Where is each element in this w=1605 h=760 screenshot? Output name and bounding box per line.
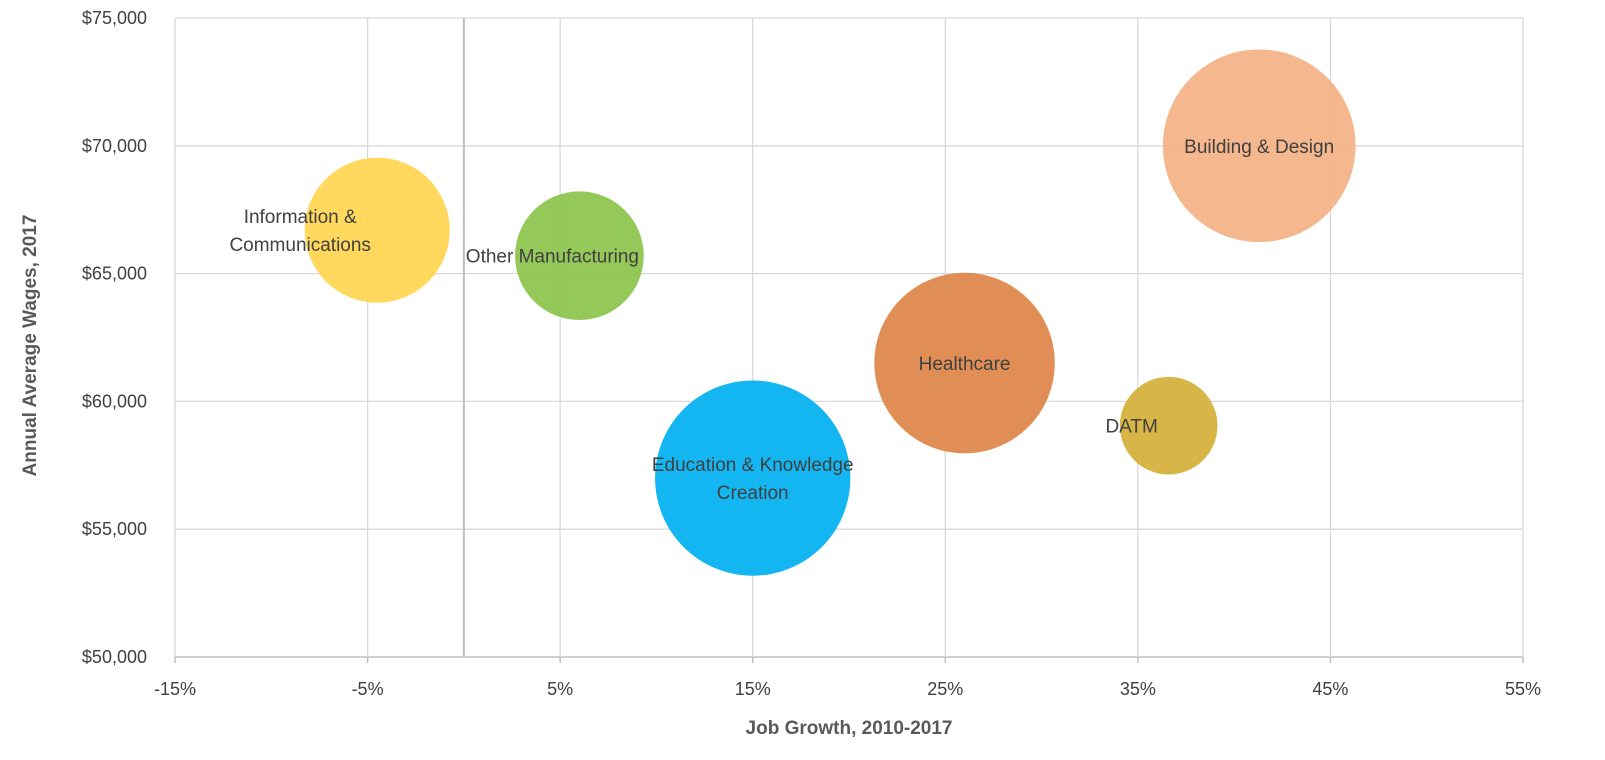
x-axis-title: Job Growth, 2010-2017 [746, 718, 953, 739]
bubble-label: Other Manufacturing [466, 247, 639, 268]
x-tick-label: -5% [352, 679, 384, 699]
x-tick-label: 15% [735, 679, 771, 699]
x-tick-label: 25% [927, 679, 963, 699]
tick-label-layer: $50,000 $55,000 $60,000 $65,000 $70,000 $75,0… [82, 8, 1541, 699]
bubble [515, 191, 644, 321]
bubble-label: Information & Communications [229, 207, 371, 256]
y-tick-label: $60,000 [82, 391, 147, 411]
bubble-label-layer: Information & Communications Other Manufac… [229, 137, 1334, 504]
y-tick-label: $70,000 [82, 136, 147, 156]
bubble [1119, 376, 1218, 475]
y-tick-label: $65,000 [82, 264, 147, 284]
y-tick-label: $75,000 [82, 8, 147, 28]
y-tick-label: $50,000 [82, 647, 147, 667]
bubble-layer [304, 49, 1356, 576]
bubble [874, 272, 1055, 454]
x-tick-label: 45% [1312, 679, 1348, 699]
bubble [304, 157, 450, 303]
bubble [655, 380, 851, 576]
y-axis-title: Annual Average Wages, 2017 [20, 215, 41, 477]
bubble [1162, 49, 1356, 243]
bubble-label: Education & Knowledge Creation [652, 455, 854, 504]
x-tick-label: 35% [1120, 679, 1156, 699]
bubble-label: Healthcare [919, 354, 1011, 375]
x-tick-label: 55% [1505, 679, 1541, 699]
y-tick-label: $55,000 [82, 519, 147, 539]
x-tick-label: -15% [154, 679, 196, 699]
x-tick-label: 5% [547, 679, 573, 699]
bubble-label: DATM [1105, 417, 1157, 438]
bubble-label: Building & Design [1184, 137, 1334, 158]
